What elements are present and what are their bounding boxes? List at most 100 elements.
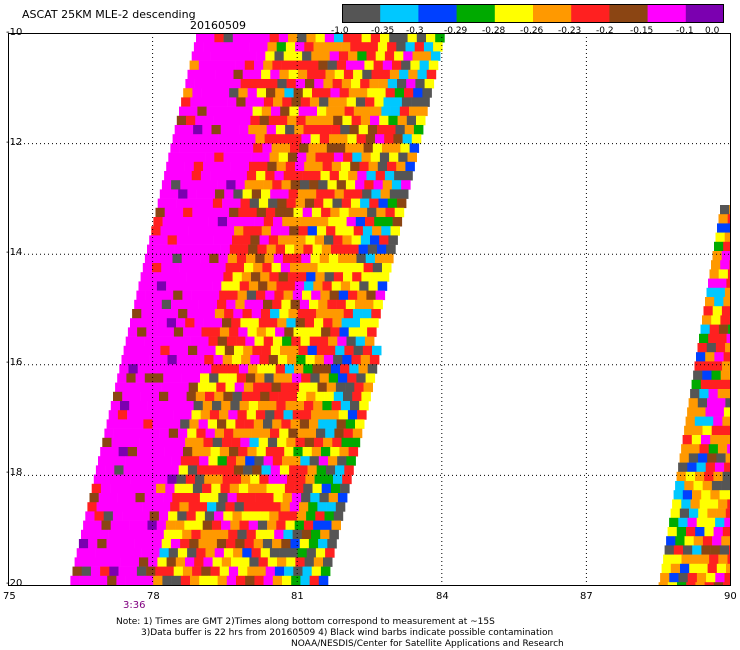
swath-cell bbox=[149, 474, 159, 485]
swath-cell bbox=[188, 502, 199, 512]
swath-cell bbox=[265, 529, 275, 540]
swath-cell bbox=[208, 575, 218, 586]
swath-cell bbox=[321, 88, 331, 98]
swath-cell bbox=[319, 134, 330, 144]
swath-cell bbox=[338, 253, 348, 264]
swath-cell bbox=[168, 152, 178, 163]
swath-cell bbox=[345, 382, 355, 393]
swath-cell bbox=[725, 343, 731, 353]
swath-cell bbox=[243, 345, 253, 356]
swath-cell bbox=[224, 465, 235, 475]
swath-cell bbox=[310, 493, 320, 503]
swath-cell bbox=[711, 481, 722, 491]
swath-cell bbox=[205, 391, 215, 402]
swath-cell bbox=[269, 152, 279, 163]
swath-cell bbox=[352, 152, 362, 163]
swath-cell bbox=[297, 272, 307, 282]
swath-cell bbox=[162, 456, 172, 466]
swath-cell bbox=[391, 143, 401, 153]
swath-cell bbox=[335, 226, 345, 236]
swath-cell bbox=[107, 456, 117, 466]
swath-cell bbox=[308, 143, 318, 153]
swath-cell bbox=[361, 152, 371, 163]
swath-cell bbox=[182, 290, 192, 301]
swath-cell bbox=[220, 364, 230, 374]
swath-cell bbox=[282, 373, 293, 383]
swath-cell bbox=[725, 453, 731, 463]
swath-cell bbox=[142, 345, 152, 356]
swath-cell bbox=[305, 474, 315, 485]
swath-cell bbox=[134, 456, 145, 466]
swath-cell bbox=[297, 69, 308, 80]
swath-cell bbox=[188, 226, 198, 236]
swath-cell bbox=[263, 419, 273, 429]
swath-cell bbox=[116, 575, 126, 586]
swath-cell bbox=[359, 401, 369, 411]
swath-cell bbox=[311, 529, 321, 540]
swath-cell bbox=[279, 189, 289, 199]
swath-cell bbox=[166, 161, 176, 172]
swath-cell bbox=[239, 244, 249, 255]
swath-cell bbox=[723, 582, 731, 586]
swath-cell bbox=[211, 483, 221, 494]
swath-cell bbox=[260, 391, 270, 402]
swath-cell bbox=[166, 401, 176, 411]
swath-cell bbox=[295, 437, 305, 448]
swath-cell bbox=[186, 511, 196, 521]
swath-cell bbox=[156, 483, 166, 494]
swath-cell bbox=[329, 171, 340, 181]
swath-cell bbox=[426, 33, 436, 43]
swath-cell bbox=[341, 79, 352, 89]
swath-cell bbox=[280, 226, 290, 236]
swath-cell bbox=[235, 60, 246, 71]
swath-cell bbox=[134, 299, 144, 310]
swath-cell bbox=[208, 60, 218, 71]
swath-cell bbox=[724, 573, 731, 583]
swath-cell bbox=[125, 575, 136, 586]
swath-cell bbox=[130, 355, 141, 365]
swath-cell bbox=[148, 437, 158, 448]
swath-cell bbox=[253, 502, 263, 512]
swath-cell bbox=[274, 51, 284, 61]
swath-cell bbox=[377, 281, 388, 291]
swath-cell bbox=[83, 520, 93, 531]
swath-cell bbox=[98, 493, 109, 503]
swath-cell bbox=[265, 290, 275, 301]
swath-cell bbox=[712, 306, 723, 316]
swath-cell bbox=[300, 217, 311, 227]
swath-cell bbox=[279, 548, 289, 558]
swath-cell bbox=[326, 345, 336, 356]
swath-cell bbox=[687, 517, 697, 528]
swath-cell bbox=[153, 493, 164, 503]
swath-cell bbox=[311, 290, 321, 301]
swath-cell bbox=[714, 462, 725, 473]
swath-cell bbox=[284, 364, 295, 374]
swath-cell bbox=[127, 410, 137, 420]
swath-cell bbox=[189, 299, 199, 310]
swath-cell bbox=[216, 502, 226, 512]
swath-cell bbox=[406, 79, 416, 89]
swath-cell bbox=[294, 244, 304, 255]
swath-cell bbox=[714, 241, 724, 252]
swath-cell bbox=[224, 69, 234, 80]
swath-cell bbox=[672, 554, 682, 565]
swath-cell bbox=[268, 235, 279, 245]
swath-cell bbox=[287, 235, 297, 245]
swath-cell bbox=[703, 361, 714, 371]
swath-cell bbox=[260, 272, 270, 282]
swath-cell bbox=[389, 69, 400, 80]
swath-cell bbox=[295, 318, 306, 328]
swath-cell bbox=[699, 389, 709, 399]
swath-cell bbox=[680, 563, 690, 574]
colorbar-label-9: -0.15 bbox=[630, 26, 654, 36]
swath-cell bbox=[270, 189, 280, 199]
swath-cell bbox=[206, 226, 216, 236]
swath-cell bbox=[162, 575, 172, 586]
swath-cell bbox=[335, 502, 346, 512]
swath-cell bbox=[152, 419, 163, 429]
swath-cell bbox=[367, 125, 378, 135]
swath-cell bbox=[394, 207, 405, 218]
swath-cell bbox=[271, 263, 282, 273]
swath-cell bbox=[78, 539, 89, 549]
swath-cell bbox=[308, 502, 318, 512]
